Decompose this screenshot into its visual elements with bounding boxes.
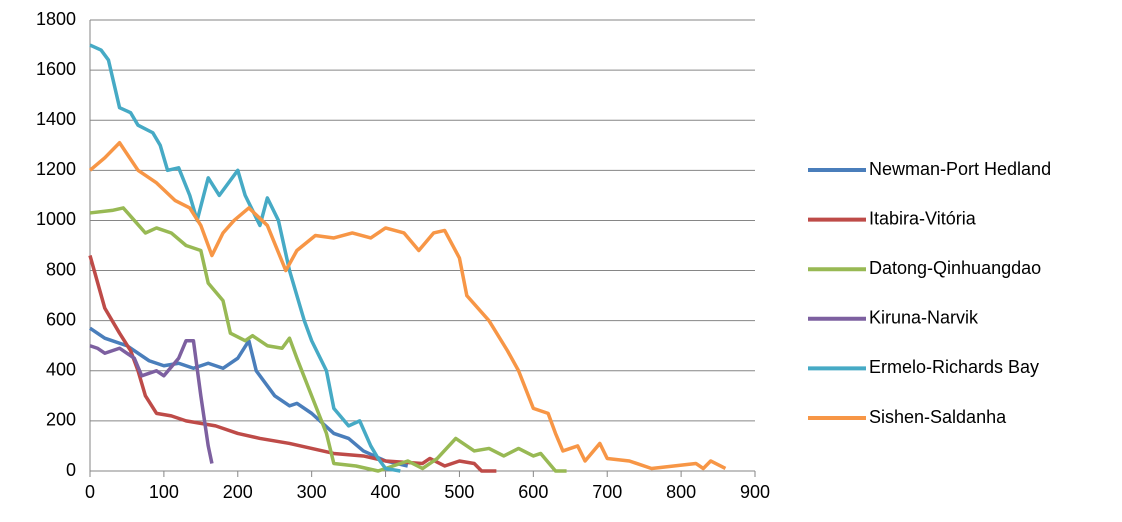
x-tick-label: 900: [740, 482, 770, 502]
series-line: [88, 141, 727, 471]
series-line: [89, 338, 214, 464]
x-tick-label: 700: [592, 482, 622, 502]
legend-label: Kiruna-Narvik: [869, 308, 979, 328]
series-line: [89, 206, 567, 473]
y-tick-label: 0: [66, 460, 76, 480]
x-tick-label: 300: [297, 482, 327, 502]
x-tick-label: 100: [149, 482, 179, 502]
x-tick-label: 200: [223, 482, 253, 502]
legend-label: Datong-Qinhuangdao: [869, 258, 1041, 278]
series-line: [89, 326, 409, 468]
y-tick-label: 1400: [36, 109, 76, 129]
y-tick-label: 200: [46, 410, 76, 430]
y-tick-label: 400: [46, 360, 76, 380]
y-tick-label: 1200: [36, 159, 76, 179]
legend-label: Sishen-Saldanha: [869, 407, 1007, 427]
y-tick-label: 600: [46, 309, 76, 329]
y-tick-label: 1800: [36, 9, 76, 29]
legend-label: Newman-Port Hedland: [869, 159, 1051, 179]
x-tick-label: 800: [666, 482, 696, 502]
legend-label: Itabira-Vitória: [869, 208, 977, 228]
legend-label: Ermelo-Richards Bay: [869, 357, 1039, 377]
y-tick-label: 1600: [36, 59, 76, 79]
x-tick-label: 600: [518, 482, 548, 502]
y-tick-label: 800: [46, 259, 76, 279]
series-line: [89, 43, 401, 473]
x-tick-label: 0: [85, 482, 95, 502]
x-tick-label: 500: [444, 482, 474, 502]
x-tick-label: 400: [371, 482, 401, 502]
y-tick-label: 1000: [36, 209, 76, 229]
